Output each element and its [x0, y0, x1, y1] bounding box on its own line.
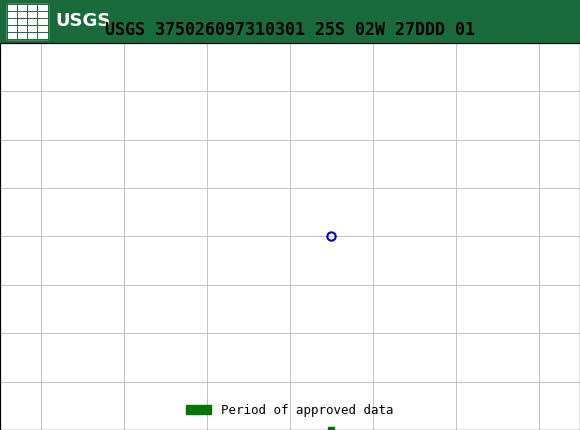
Legend: Period of approved data: Period of approved data [181, 399, 399, 421]
Title: USGS 375026097310301 25S 02W 27DDD 01: USGS 375026097310301 25S 02W 27DDD 01 [105, 21, 475, 39]
Text: USGS: USGS [55, 12, 110, 31]
Bar [7, 4, 48, 39]
